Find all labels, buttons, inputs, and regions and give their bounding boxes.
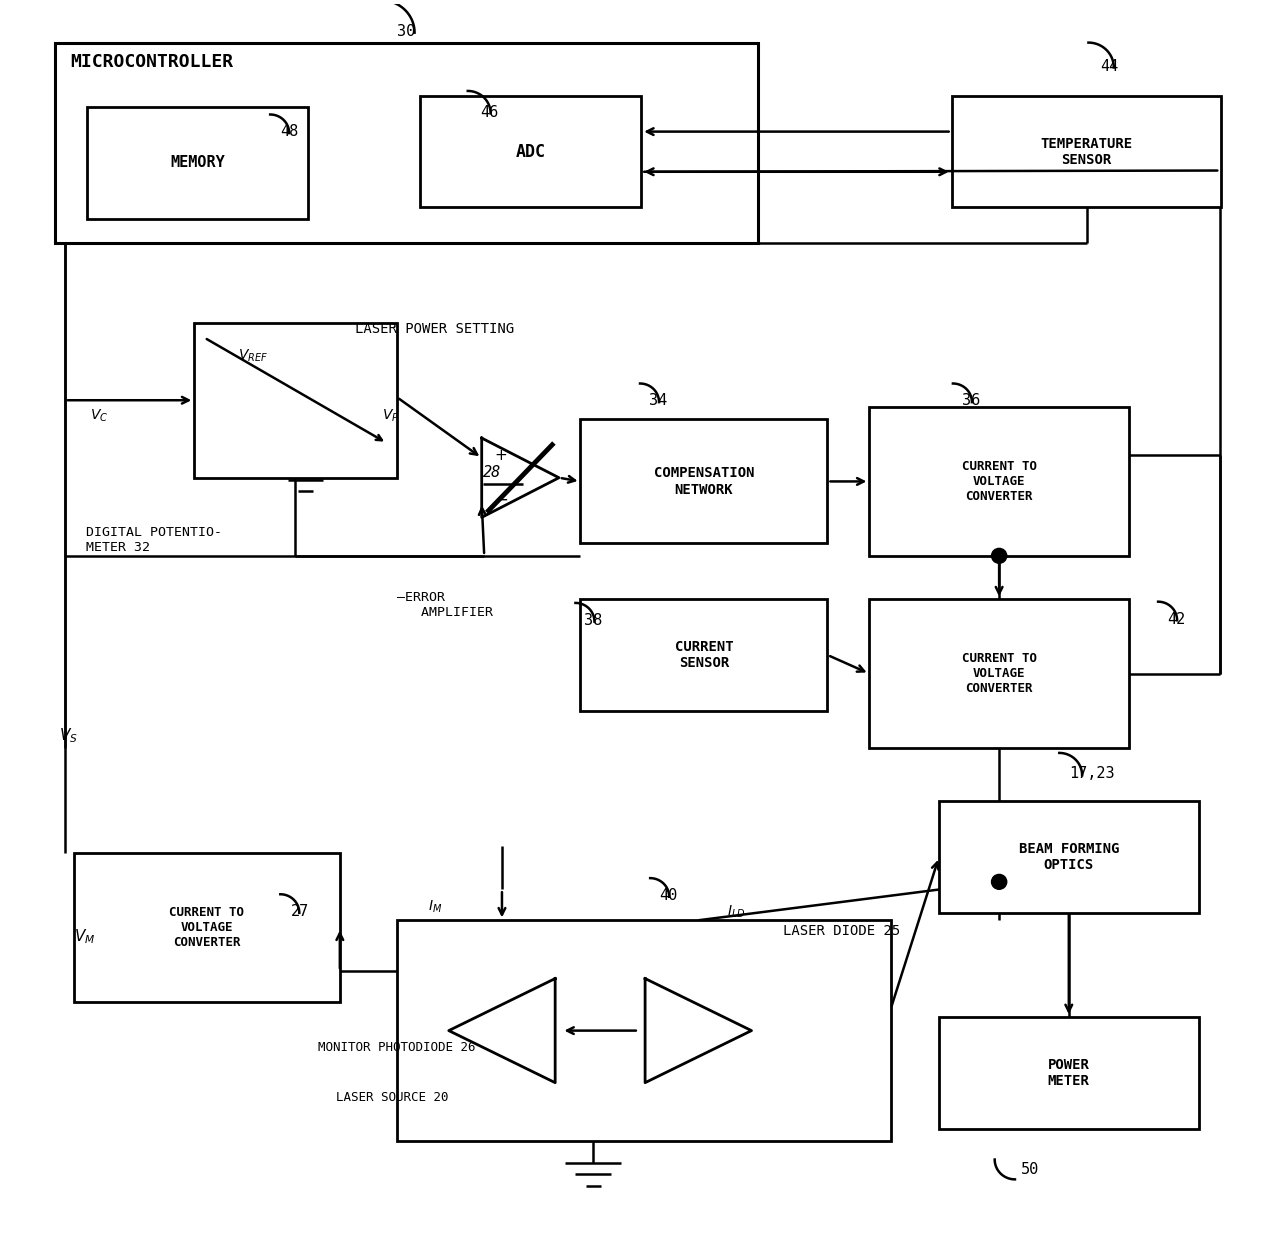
Text: 40: 40 bbox=[659, 889, 677, 904]
Text: TEMPERATURE
SENSOR: TEMPERATURE SENSOR bbox=[1040, 136, 1132, 167]
Text: $I_{LD}$: $I_{LD}$ bbox=[728, 904, 746, 920]
Text: $V_P$: $V_P$ bbox=[381, 408, 399, 424]
Text: CURRENT
SENSOR: CURRENT SENSOR bbox=[674, 640, 733, 670]
Text: 38: 38 bbox=[584, 613, 603, 628]
Bar bbox=[74, 854, 340, 1002]
Text: LASER POWER SETTING: LASER POWER SETTING bbox=[356, 322, 514, 336]
Text: −: − bbox=[495, 490, 509, 509]
Bar bbox=[397, 920, 891, 1141]
Bar bbox=[870, 599, 1128, 748]
Bar bbox=[580, 419, 827, 543]
Text: MONITOR PHOTODIODE 26: MONITOR PHOTODIODE 26 bbox=[319, 1042, 476, 1055]
Text: BEAM FORMING
OPTICS: BEAM FORMING OPTICS bbox=[1019, 842, 1119, 872]
Text: MICROCONTROLLER: MICROCONTROLLER bbox=[70, 52, 233, 71]
Bar bbox=[938, 1017, 1198, 1128]
Text: +: + bbox=[495, 448, 507, 463]
Bar bbox=[194, 323, 397, 478]
Text: POWER
METER: POWER METER bbox=[1048, 1057, 1090, 1088]
Bar bbox=[580, 599, 827, 711]
Text: 28: 28 bbox=[483, 466, 501, 480]
Text: CURRENT TO
VOLTAGE
CONVERTER: CURRENT TO VOLTAGE CONVERTER bbox=[961, 461, 1037, 503]
Text: $V_{REF}$: $V_{REF}$ bbox=[238, 348, 269, 364]
Text: MEMORY: MEMORY bbox=[170, 155, 224, 170]
Text: $V_S$: $V_S$ bbox=[59, 726, 78, 745]
Text: $V_C$: $V_C$ bbox=[91, 408, 108, 424]
Text: CURRENT TO
VOLTAGE
CONVERTER: CURRENT TO VOLTAGE CONVERTER bbox=[170, 906, 245, 950]
Text: 50: 50 bbox=[1021, 1162, 1039, 1177]
Bar bbox=[93, 115, 315, 226]
Bar bbox=[87, 107, 309, 218]
Text: 44: 44 bbox=[1100, 59, 1118, 74]
Text: 46: 46 bbox=[481, 105, 499, 120]
Text: DIGITAL POTENTIO-
METER 32: DIGITAL POTENTIO- METER 32 bbox=[87, 525, 223, 554]
Text: 48: 48 bbox=[280, 125, 298, 140]
Text: CURRENT TO
VOLTAGE
CONVERTER: CURRENT TO VOLTAGE CONVERTER bbox=[961, 653, 1037, 695]
Bar bbox=[951, 96, 1221, 207]
Text: 27: 27 bbox=[291, 904, 309, 919]
Bar bbox=[938, 801, 1198, 912]
Circle shape bbox=[992, 875, 1007, 890]
Text: 30: 30 bbox=[397, 24, 416, 39]
Text: 17,23: 17,23 bbox=[1070, 766, 1116, 781]
Text: $I_M$: $I_M$ bbox=[428, 899, 442, 915]
Text: $V_M$: $V_M$ bbox=[74, 927, 96, 946]
Text: 42: 42 bbox=[1167, 612, 1186, 626]
Text: LASER DIODE 25: LASER DIODE 25 bbox=[783, 925, 900, 938]
Text: LASER SOURCE 20: LASER SOURCE 20 bbox=[337, 1091, 449, 1104]
Text: ADC: ADC bbox=[515, 142, 546, 161]
Circle shape bbox=[992, 548, 1007, 563]
Bar bbox=[55, 42, 757, 243]
Text: 34: 34 bbox=[649, 393, 667, 408]
Bar bbox=[419, 96, 641, 207]
Text: COMPENSATION
NETWORK: COMPENSATION NETWORK bbox=[654, 467, 755, 497]
Bar bbox=[426, 104, 648, 215]
Text: 36: 36 bbox=[961, 393, 980, 408]
Bar bbox=[870, 407, 1128, 555]
Text: —ERROR
   AMPLIFIER: —ERROR AMPLIFIER bbox=[397, 592, 493, 619]
